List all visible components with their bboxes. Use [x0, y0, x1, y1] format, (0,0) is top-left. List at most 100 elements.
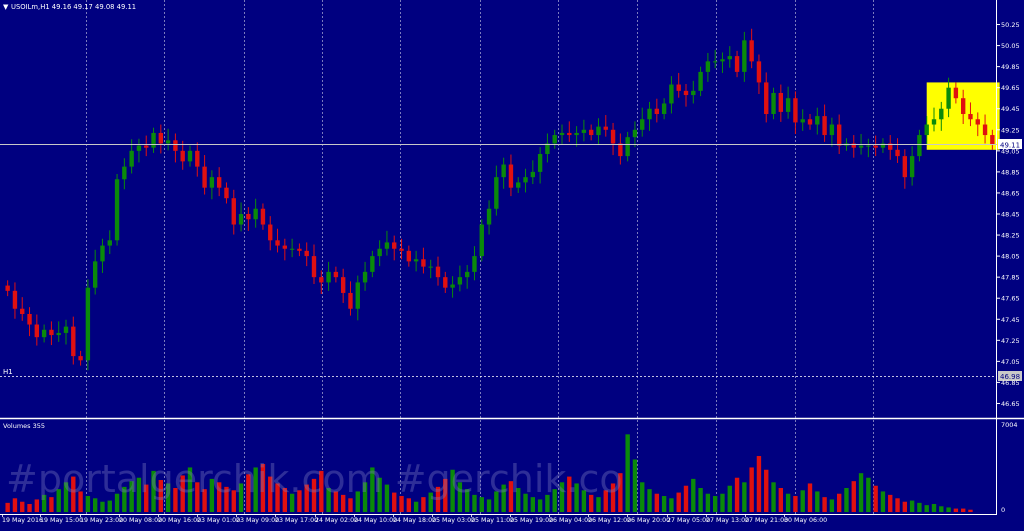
candle-body [180, 150, 185, 162]
price-tick-label: 50.25 [1001, 21, 1020, 29]
volume-bar [858, 473, 864, 512]
candle-body [610, 129, 616, 144]
current-price-label: 49.11 [1000, 142, 1020, 150]
volume-bar [836, 493, 842, 512]
volume-bar [581, 490, 587, 512]
volume-bar [435, 486, 441, 512]
volume-bar [479, 497, 484, 512]
volume-bar [472, 494, 477, 512]
volume-bar [216, 482, 222, 512]
candle-body [195, 150, 200, 167]
candles [5, 28, 995, 371]
candle-body [122, 166, 127, 180]
volume-bar [12, 498, 18, 512]
candle-body [516, 182, 521, 188]
volume-bar [122, 486, 127, 512]
price-axis: 50.25 50.05 49.85 49.65 49.45 49.25 49.05 48.85… [996, 21, 1020, 408]
volume-bars [5, 434, 973, 512]
candle-body [56, 332, 61, 336]
volume-bar [829, 499, 835, 512]
volume-bar [224, 486, 229, 512]
volume-bar [917, 502, 922, 512]
time-axis-label: 30 May 06:00 [784, 517, 827, 524]
candle-body [78, 356, 83, 361]
candle-body [486, 208, 492, 225]
volume-bar [924, 505, 929, 512]
volume-bar [41, 494, 47, 512]
volume-bar [464, 489, 470, 512]
candle-body [63, 326, 69, 333]
candle-body [691, 90, 696, 96]
candle-body [392, 242, 397, 249]
volume-bar [742, 482, 747, 512]
candle-body [939, 108, 944, 120]
menu-triangle-icon[interactable]: ▼ [3, 3, 9, 11]
candle-body [530, 171, 536, 178]
volume-bar [873, 485, 878, 512]
volume-bar [100, 501, 105, 512]
candle-body [603, 126, 608, 130]
candle-body [494, 177, 499, 209]
volume-bar [92, 498, 98, 512]
candle-body [581, 129, 587, 133]
candle-body [231, 198, 236, 225]
time-axis-label: 27 May 13:00 [706, 517, 749, 524]
volume-bar [625, 434, 630, 512]
price-tick-label: 49.25 [1001, 126, 1020, 134]
volume-bar [844, 488, 849, 512]
candle-body [355, 282, 360, 309]
candle-body [647, 108, 652, 120]
volume-bar [851, 481, 856, 512]
candle-body [41, 329, 47, 338]
candle-body [464, 271, 470, 278]
time-axis-label: 24 May 18:00 [393, 517, 436, 524]
price-tick-label: 49.65 [1001, 84, 1020, 92]
volume-bar [596, 497, 601, 512]
volume-bar [691, 478, 696, 512]
candle-body [260, 208, 266, 225]
volume-bar [815, 491, 820, 512]
candle-body [858, 145, 864, 148]
candle-body [917, 135, 922, 157]
volume-bar [85, 496, 91, 512]
candle-body [413, 259, 419, 262]
candle-body [545, 143, 550, 154]
price-tick-label: 47.45 [1001, 316, 1020, 324]
candle-body [297, 248, 302, 251]
volume-bar [669, 498, 674, 512]
current-price-tag [998, 139, 1022, 149]
candle-body [435, 266, 441, 278]
candle-body [990, 135, 995, 145]
time-axis-label: 25 May 19:00 [510, 517, 553, 524]
volume-bar [63, 482, 69, 512]
candle-body [749, 40, 754, 62]
volume-bar [34, 499, 40, 512]
candle-body [632, 129, 638, 138]
candle-body [953, 87, 959, 99]
volume-bar [443, 478, 448, 512]
candle-body [224, 187, 229, 199]
volume-bar [209, 478, 215, 512]
hline-price-label: 46.98 [1000, 373, 1020, 381]
candle-body [443, 277, 448, 288]
candle-body [654, 108, 660, 114]
candle-body [771, 92, 776, 114]
candle-body [829, 124, 835, 136]
candle-body [384, 242, 390, 249]
price-tick-label: 47.05 [1001, 358, 1020, 366]
candle-body [304, 250, 309, 257]
volume-bar [530, 497, 536, 512]
volume-bar [114, 493, 120, 512]
volume-bar [647, 489, 652, 512]
hline-price-tag [998, 371, 1022, 381]
candle-body [683, 90, 689, 96]
candle-body [144, 145, 149, 148]
candle-body [151, 132, 156, 148]
time-axis-label: 24 May 02:00 [315, 517, 358, 524]
volume-bar [807, 483, 813, 512]
volume-bar [771, 482, 776, 512]
volume-bar [326, 488, 331, 512]
candle-body [567, 132, 572, 136]
